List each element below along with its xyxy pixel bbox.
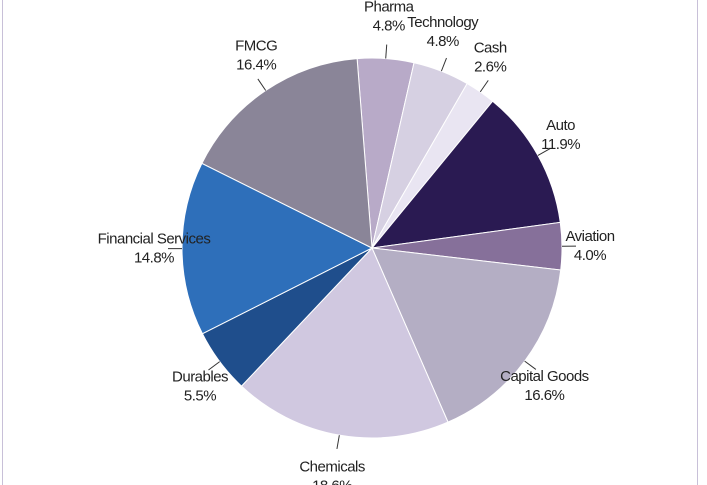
slice-value-label: 4.0% — [574, 247, 606, 264]
slice-label: Auto — [546, 117, 575, 134]
pie-slice — [240, 247, 449, 439]
slice-label: Durables — [172, 369, 228, 386]
pie-slice — [371, 247, 562, 423]
leader-line — [524, 360, 537, 370]
leader-line — [479, 80, 489, 93]
leader-line — [336, 435, 340, 450]
slice-label: Cash — [474, 39, 507, 56]
slice-value-label: 18.6% — [312, 478, 352, 485]
leader-line — [385, 44, 388, 59]
slice-label: Pharma — [364, 0, 415, 16]
slice-label: Technology — [407, 14, 479, 31]
slice-value-label: 16.4% — [236, 57, 276, 74]
slice-value-label: 16.6% — [524, 387, 564, 404]
slice-value-label: 11.9% — [541, 136, 580, 153]
slice-value-label: 2.6% — [474, 58, 506, 75]
leader-line — [537, 148, 551, 156]
slice-value-label: 4.8% — [373, 18, 405, 35]
slice-label: FMCG — [235, 38, 277, 55]
slice-label: Capital Goods — [500, 368, 589, 385]
pie-slice — [370, 100, 561, 249]
slice-value-label: 5.5% — [184, 388, 216, 405]
slice-value-label: 14.8% — [134, 250, 174, 267]
slice-label: Chemicals — [299, 459, 365, 476]
leader-line — [257, 78, 267, 91]
slice-label: Financial Services — [98, 231, 211, 248]
leader-line — [440, 57, 447, 72]
leader-line — [208, 361, 221, 371]
slice-label: Aviation — [565, 228, 614, 245]
slice-value-label: 4.8% — [427, 33, 459, 50]
